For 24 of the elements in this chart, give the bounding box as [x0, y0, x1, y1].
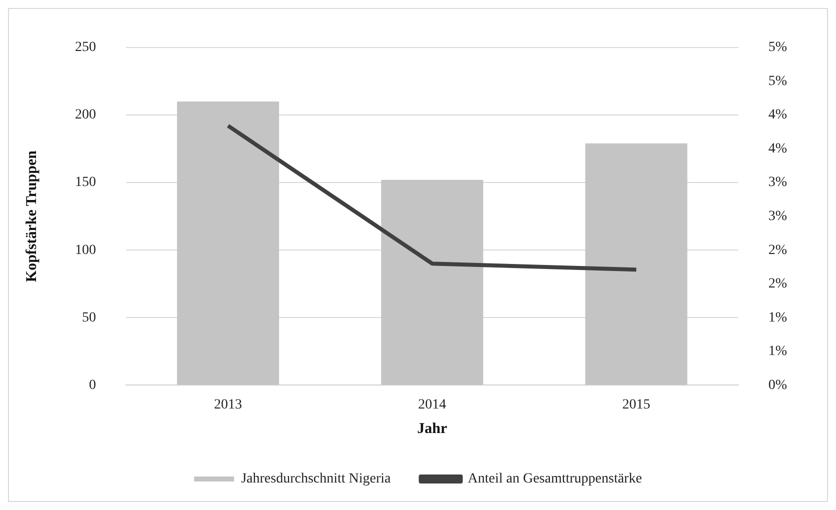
- y2-tick-label: 1%: [768, 310, 788, 326]
- y2-tick-label: 1%: [768, 344, 788, 360]
- y2-tick-label: 5%: [768, 74, 788, 89]
- y-tick-label: 50: [82, 310, 96, 326]
- y2-tick-label: 2%: [768, 276, 788, 292]
- y2-tick-label: 5%: [768, 40, 788, 56]
- y-tick-label: 200: [75, 108, 96, 123]
- y-tick-label: 150: [75, 175, 96, 190]
- y2-tick-label: 2%: [768, 242, 788, 258]
- x-tick-label: 2014: [418, 397, 446, 412]
- y2-tick-label: 3%: [768, 175, 788, 190]
- y-axis-title: Kopfstärke Truppen: [24, 150, 40, 282]
- legend-label: Jahresdurchschnitt Nigeria: [241, 472, 392, 487]
- y2-tick-label: 0%: [768, 378, 788, 393]
- y-tick-label: 250: [75, 40, 96, 56]
- legend-label: Anteil an Gesamttruppenstärke: [468, 472, 642, 487]
- y-tick-label: 0: [89, 378, 96, 393]
- y2-tick-label: 3%: [768, 208, 788, 224]
- x-axis-title: Jahr: [417, 420, 448, 437]
- x-tick-label: 2013: [214, 397, 242, 412]
- x-tick-label: 2015: [622, 397, 650, 412]
- y2-tick-label: 4%: [768, 108, 788, 123]
- y-tick-label: 100: [75, 242, 96, 258]
- y2-tick-label: 4%: [768, 141, 788, 156]
